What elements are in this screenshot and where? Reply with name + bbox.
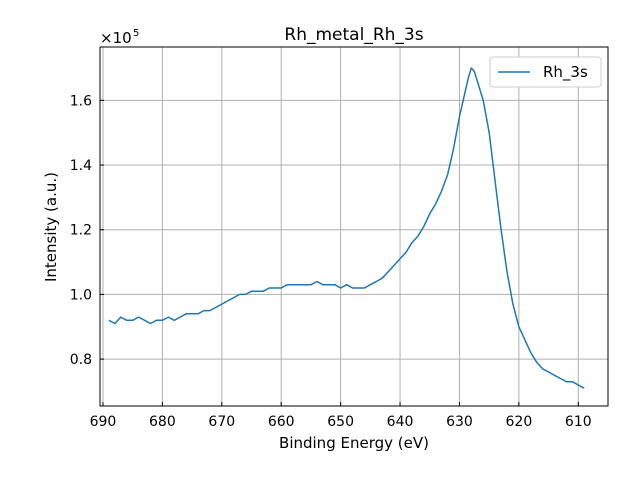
x-tick-label: 640 (387, 414, 414, 430)
series-line-rh-3s (108, 67, 585, 389)
x-tick-label: 650 (327, 414, 354, 430)
x-tick-label: 630 (446, 414, 473, 430)
grid-lines (100, 47, 608, 406)
y-tick-label: 1.4 (70, 158, 92, 174)
x-tick-label: 610 (565, 414, 592, 430)
y-tick-label: 1.2 (70, 223, 92, 239)
x-tick-label: 660 (268, 414, 295, 430)
x-tick-label: 620 (506, 414, 533, 430)
legend: Rh_3s (489, 56, 602, 88)
y-scale-base: ×10 (100, 29, 132, 47)
legend-label: Rh_3s (543, 63, 588, 82)
legend-box (489, 56, 602, 88)
y-scale-exponent: 5 (133, 28, 139, 39)
x-tick-label: 670 (208, 414, 235, 430)
y-tick-label: 1.0 (70, 287, 92, 303)
series-layer (108, 67, 585, 389)
plot-frame (99, 46, 609, 407)
x-axis-ticks: 690 680 670 660 650 640 630 620 610 (90, 402, 592, 430)
y-scale-multiplier: ×10 5 (100, 28, 139, 47)
x-tick-label: 690 (90, 414, 117, 430)
x-tick-label: 680 (149, 414, 176, 430)
y-axis-ticks: 0.8 1.0 1.2 1.4 1.6 (70, 93, 104, 368)
y-tick-label: 1.6 (70, 93, 92, 109)
chart-title: Rh_metal_Rh_3s (284, 25, 423, 45)
x-axis-label: Binding Energy (eV) (279, 434, 429, 452)
y-axis-label: Intensity (a.u.) (42, 172, 60, 282)
y-tick-label: 0.8 (70, 352, 92, 368)
